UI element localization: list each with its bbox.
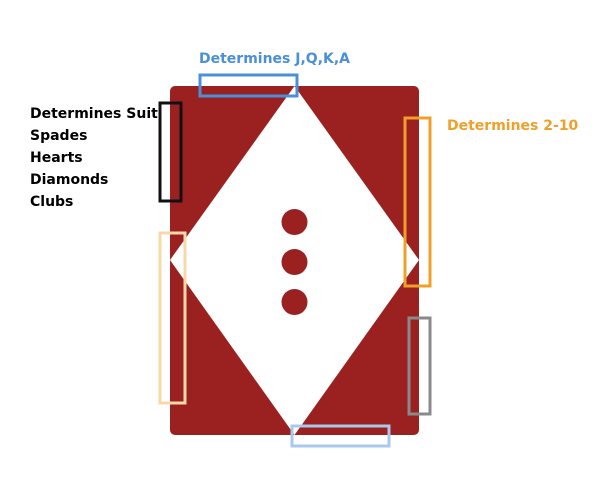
gray-region	[407, 316, 432, 416]
suit-label-clubs: Clubs	[30, 194, 74, 210]
pip-2	[281, 249, 308, 275]
suit-label-list: Determines Suit Spades Hearts Diamonds C…	[30, 106, 158, 216]
suit-label-hearts: Hearts	[30, 150, 83, 166]
face-cards-label: Determines J,Q,K,A	[199, 51, 351, 67]
suit-region	[158, 101, 183, 203]
number-region-left	[158, 231, 187, 405]
suit-label-spades: Spades	[30, 128, 88, 144]
suit-label-diamonds: Diamonds	[30, 172, 109, 188]
number-region-right	[403, 116, 432, 288]
pip-1	[281, 209, 308, 235]
face-cards-region-top	[198, 73, 299, 98]
pip-3	[281, 289, 308, 315]
number-cards-label: Determines 2-10	[447, 118, 579, 134]
face-cards-region-bottom	[290, 424, 391, 448]
suit-title-label: Determines Suit	[30, 106, 158, 122]
